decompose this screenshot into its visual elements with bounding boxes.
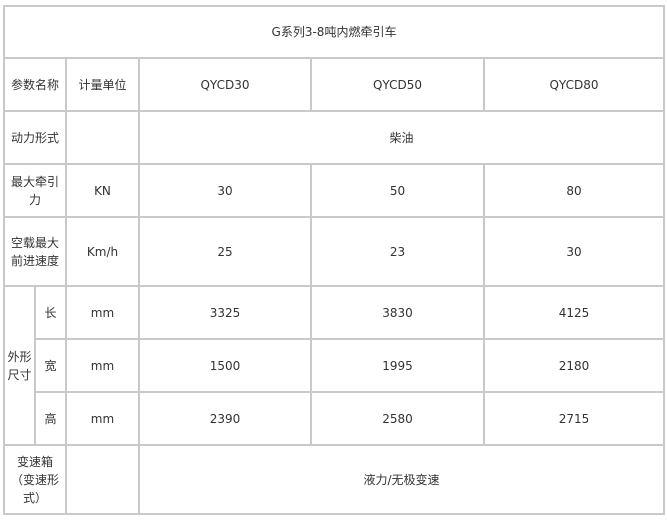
row-value: 25: [138, 216, 312, 287]
row-value: 50: [310, 163, 485, 218]
row-label: 最大牵引力: [3, 163, 67, 218]
row-unit: mm: [65, 391, 140, 446]
table-row: 外形尺寸 长 mm 3325 3830 4125: [3, 285, 665, 446]
table-row: 宽 mm 1500 1995 2180: [4, 338, 665, 393]
header-model: QYCD30: [138, 57, 312, 112]
row-value: 1995: [310, 338, 485, 393]
header-row: 参数名称 计量单位 QYCD30 QYCD50 QYCD80: [3, 57, 665, 112]
row-unit: Km/h: [65, 216, 140, 287]
header-param: 参数名称: [3, 57, 67, 112]
header-model: QYCD80: [483, 57, 665, 112]
row-value: 3325: [138, 285, 312, 340]
row-label: 宽: [34, 338, 67, 393]
row-label: 高: [34, 391, 67, 446]
row-unit: mm: [65, 285, 140, 340]
table-row: 动力形式 柴油: [3, 110, 665, 165]
table-title: G系列3-8吨内燃牵引车: [3, 5, 665, 59]
spec-table: G系列3-8吨内燃牵引车 参数名称 计量单位 QYCD30 QYCD50 QYC…: [3, 5, 665, 515]
row-label: 动力形式: [3, 110, 67, 165]
row-value: 2715: [483, 391, 665, 446]
group-label: 外形尺寸: [3, 285, 36, 446]
row-value: 液力/无极变速: [138, 444, 665, 515]
table-row: 高 mm 2390 2580 2715: [4, 391, 665, 446]
row-unit: mm: [65, 338, 140, 393]
row-value: 30: [483, 216, 665, 287]
table-row: 最大牵引力 KN 30 50 80: [3, 163, 665, 218]
row-unit: [65, 110, 140, 165]
table-row: 变速箱（变速形式） 液力/无极变速: [3, 444, 665, 515]
row-value: 柴油: [138, 110, 665, 165]
header-model: QYCD50: [310, 57, 485, 112]
row-value: 80: [483, 163, 665, 218]
row-value: 2180: [483, 338, 665, 393]
row-value: 4125: [483, 285, 665, 340]
row-label: 空载最大前进速度: [3, 216, 67, 287]
table-row: 空载最大前进速度 Km/h 25 23 30: [3, 216, 665, 287]
header-unit: 计量单位: [65, 57, 140, 112]
row-unit: KN: [65, 163, 140, 218]
row-value: 2390: [138, 391, 312, 446]
row-value: 30: [138, 163, 312, 218]
row-label: 变速箱（变速形式）: [3, 444, 67, 515]
row-value: 1500: [138, 338, 312, 393]
row-value: 2580: [310, 391, 485, 446]
row-value: 3830: [310, 285, 485, 340]
row-value: 23: [310, 216, 485, 287]
row-label: 长: [34, 285, 67, 340]
row-unit: [65, 444, 140, 515]
